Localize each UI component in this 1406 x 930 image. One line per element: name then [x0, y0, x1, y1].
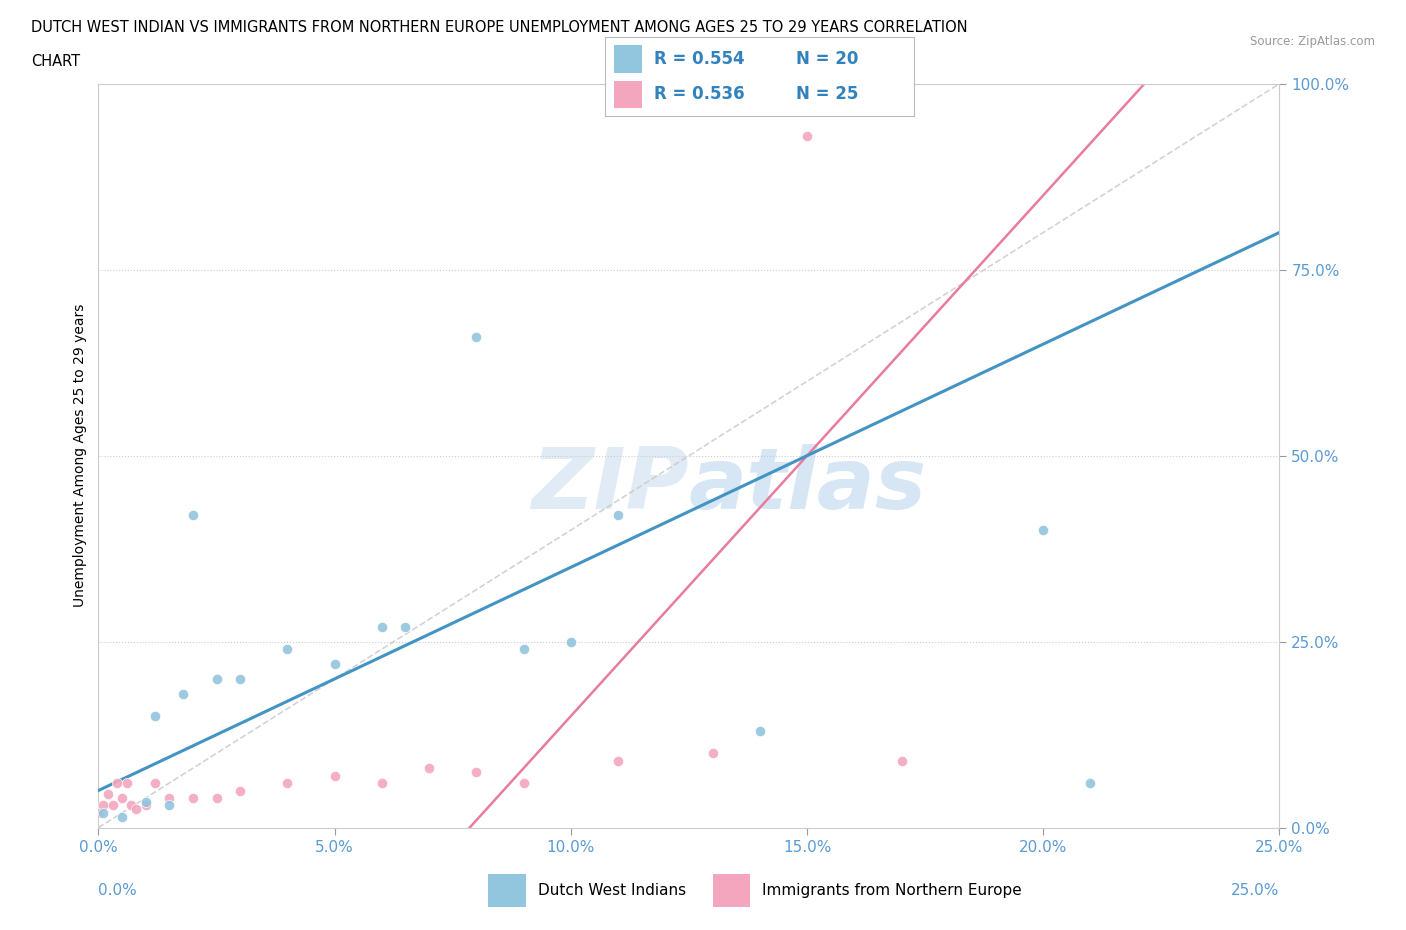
- Point: [172, 686, 194, 701]
- Point: [143, 709, 166, 724]
- Point: [796, 128, 818, 143]
- Point: [394, 619, 416, 634]
- Point: [512, 776, 534, 790]
- Point: [418, 761, 440, 776]
- Point: [181, 508, 204, 523]
- Point: [111, 790, 134, 805]
- FancyBboxPatch shape: [488, 874, 526, 907]
- Point: [101, 798, 124, 813]
- Point: [91, 805, 114, 820]
- Text: R = 0.554: R = 0.554: [654, 49, 745, 68]
- Point: [97, 787, 120, 802]
- Point: [465, 764, 488, 779]
- Point: [607, 753, 630, 768]
- Point: [91, 798, 114, 813]
- Point: [702, 746, 724, 761]
- Text: R = 0.536: R = 0.536: [654, 86, 745, 103]
- Text: N = 25: N = 25: [796, 86, 859, 103]
- Point: [121, 798, 143, 813]
- Point: [205, 790, 228, 805]
- Point: [323, 768, 346, 783]
- Point: [512, 642, 534, 657]
- Point: [748, 724, 770, 738]
- Point: [890, 753, 912, 768]
- Point: [323, 657, 346, 671]
- Point: [143, 776, 166, 790]
- FancyBboxPatch shape: [614, 81, 641, 109]
- Point: [229, 671, 252, 686]
- Text: Dutch West Indians: Dutch West Indians: [537, 883, 686, 898]
- Point: [371, 776, 394, 790]
- Text: 0.0%: 0.0%: [98, 883, 138, 898]
- Point: [115, 776, 138, 790]
- Text: ZIP: ZIP: [531, 444, 689, 527]
- Text: Immigrants from Northern Europe: Immigrants from Northern Europe: [762, 883, 1022, 898]
- Point: [607, 508, 630, 523]
- Point: [105, 776, 128, 790]
- Point: [1032, 523, 1054, 538]
- Text: Source: ZipAtlas.com: Source: ZipAtlas.com: [1250, 35, 1375, 48]
- Text: DUTCH WEST INDIAN VS IMMIGRANTS FROM NORTHERN EUROPE UNEMPLOYMENT AMONG AGES 25 : DUTCH WEST INDIAN VS IMMIGRANTS FROM NOR…: [31, 20, 967, 35]
- Point: [560, 634, 582, 649]
- Point: [111, 809, 134, 824]
- FancyBboxPatch shape: [614, 46, 641, 73]
- Point: [87, 805, 110, 820]
- Text: 25.0%: 25.0%: [1232, 883, 1279, 898]
- FancyBboxPatch shape: [713, 874, 751, 907]
- Point: [157, 790, 180, 805]
- Point: [1080, 776, 1102, 790]
- Text: CHART: CHART: [31, 54, 80, 69]
- Y-axis label: Unemployment Among Ages 25 to 29 years: Unemployment Among Ages 25 to 29 years: [73, 304, 87, 607]
- Point: [157, 798, 180, 813]
- Point: [465, 329, 488, 344]
- Point: [135, 794, 157, 809]
- Point: [371, 619, 394, 634]
- Point: [276, 776, 298, 790]
- Text: N = 20: N = 20: [796, 49, 859, 68]
- Point: [181, 790, 204, 805]
- Point: [229, 783, 252, 798]
- Text: atlas: atlas: [689, 444, 927, 527]
- Point: [125, 802, 148, 817]
- Point: [276, 642, 298, 657]
- Point: [135, 798, 157, 813]
- Point: [205, 671, 228, 686]
